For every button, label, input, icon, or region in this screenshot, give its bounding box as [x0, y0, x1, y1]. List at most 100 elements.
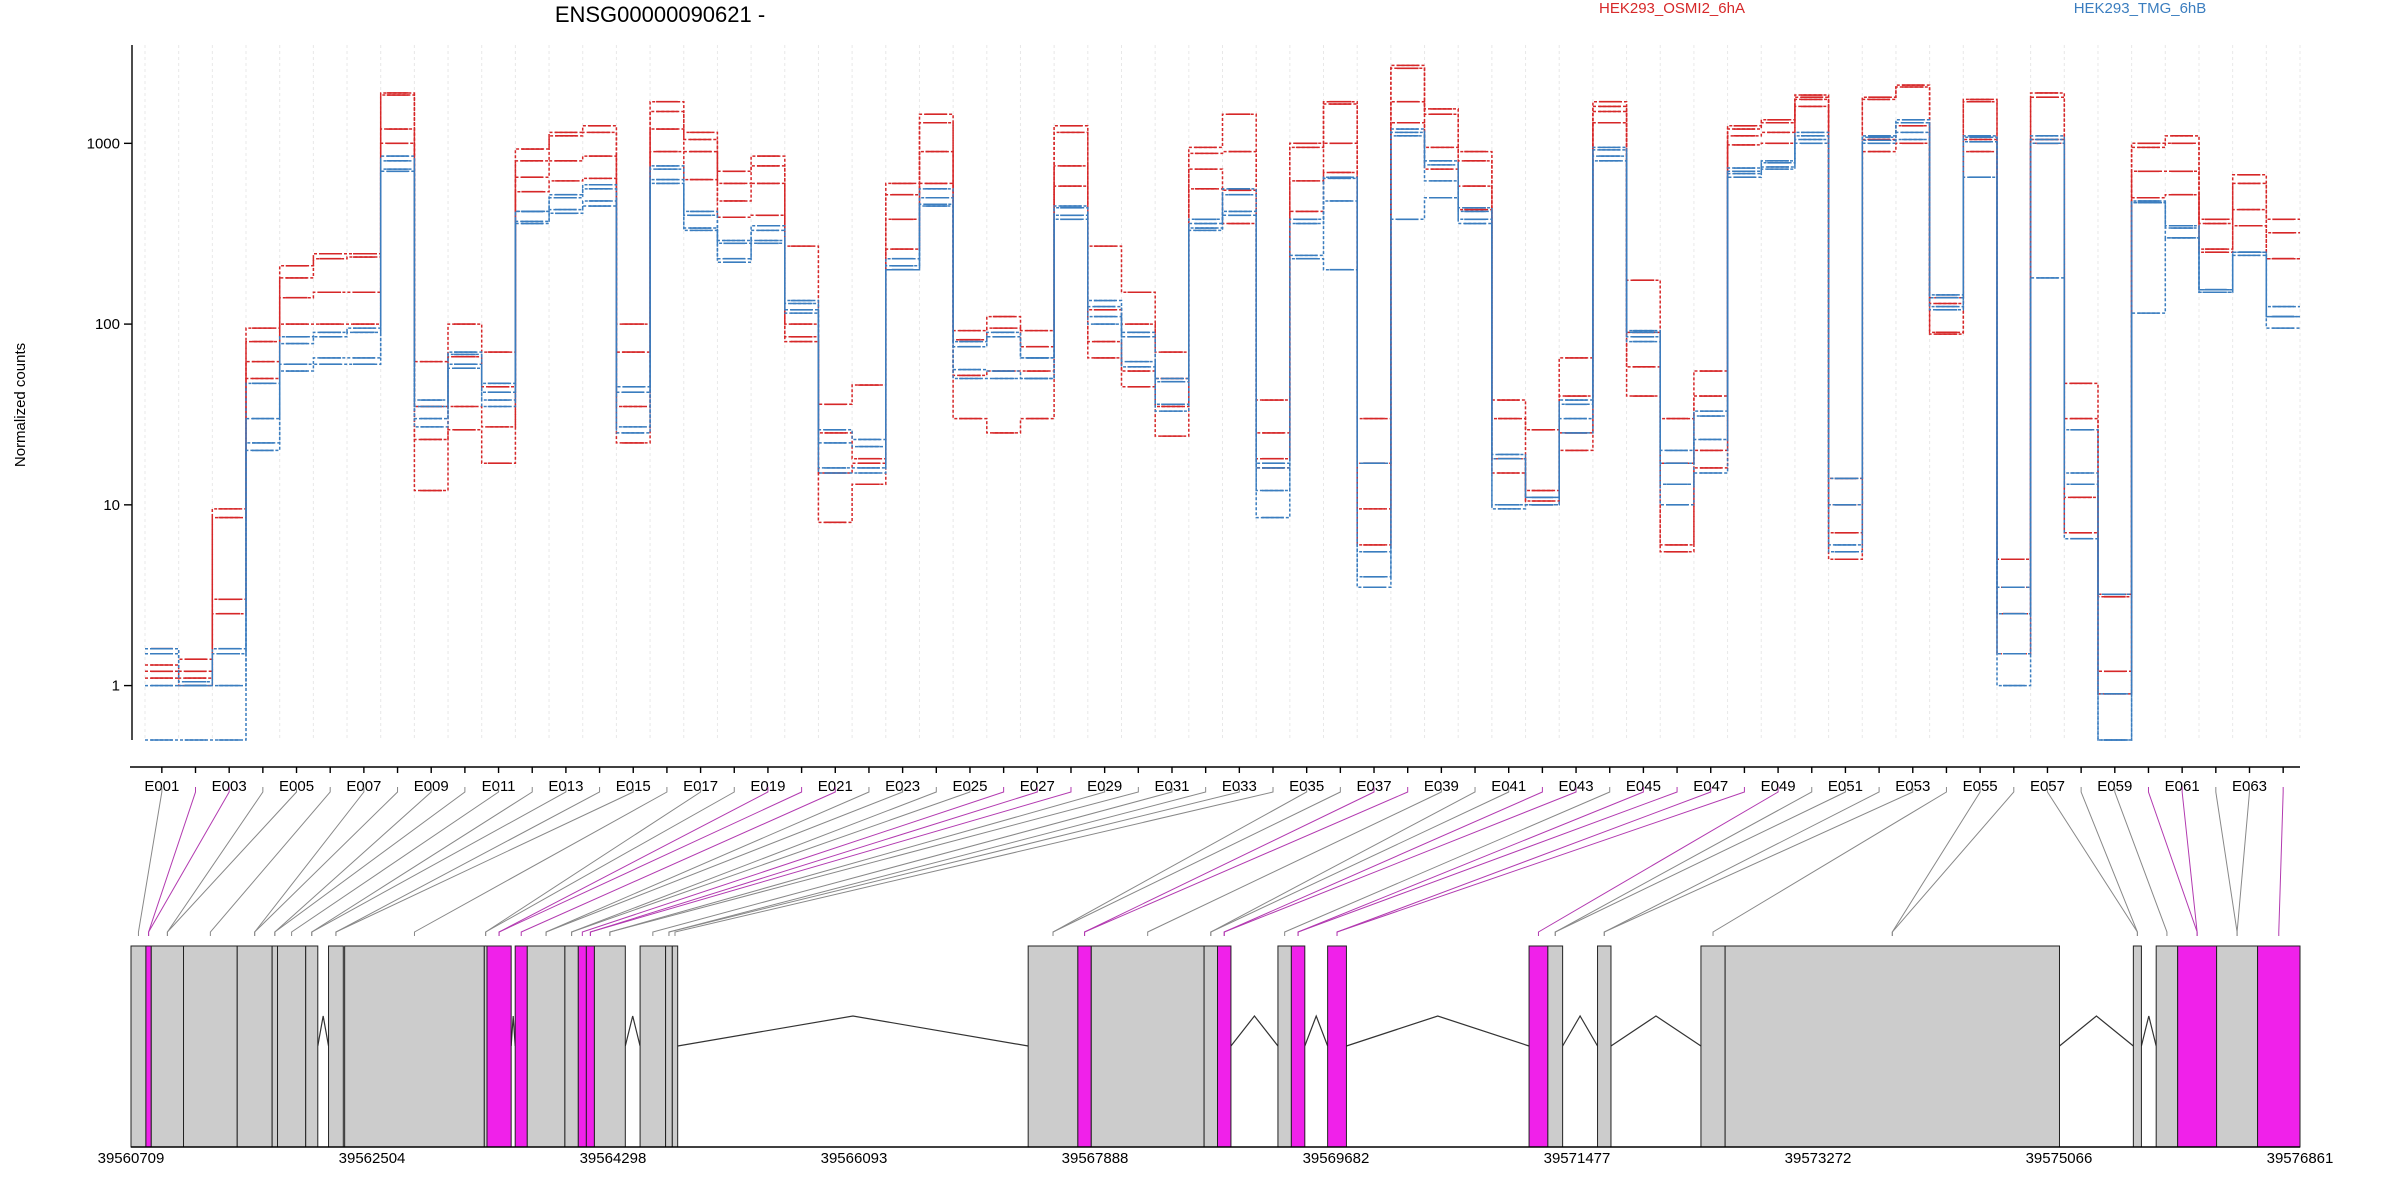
- legend-osmi2: HEK293_OSMI2_6hA: [1599, 0, 1745, 17]
- exon-connectors: [137, 787, 2284, 936]
- exon-block: [344, 945, 485, 1148]
- x-tick-label: E021: [818, 778, 853, 795]
- x-tick-label: E059: [2097, 778, 2132, 795]
- genomic-tick-label: 39569682: [1303, 1150, 1370, 1167]
- exon-connector: [545, 787, 904, 936]
- axes: 1 10 100 1000 E001 E003 E005 E007 E009 E011 E013 E0…: [87, 45, 2300, 795]
- intron-line: [510, 1015, 516, 1047]
- exon-block: [277, 945, 307, 1148]
- exon-connector: [1554, 787, 1846, 936]
- exon-connector: [668, 787, 1240, 936]
- exon-connector: [520, 787, 836, 936]
- exon-connector: [668, 787, 1207, 936]
- exon-block: [2155, 945, 2179, 1148]
- exon-block: [564, 945, 579, 1148]
- legend-tmg: HEK293_TMG_6hB: [2074, 0, 2207, 17]
- x-tick-label: E051: [1828, 778, 1863, 795]
- exon-connector: [609, 787, 1139, 936]
- exon-connector: [2080, 787, 2138, 936]
- x-tick-label: E047: [1693, 778, 1728, 795]
- exon-connector: [571, 787, 971, 936]
- intron-line: [2059, 1015, 2134, 1047]
- exon-connector: [1603, 787, 1914, 936]
- exon-block: [1700, 945, 1726, 1148]
- exon-connector: [166, 787, 264, 936]
- x-tick-label: E033: [1222, 778, 1257, 795]
- exon-block: [1547, 945, 1564, 1148]
- exon-connector: [1712, 787, 1947, 936]
- y-tick-label: 10: [103, 497, 120, 514]
- x-tick-label: E037: [1357, 778, 1392, 795]
- exon-block: [2132, 945, 2142, 1148]
- exon-block: [1203, 945, 1219, 1148]
- exon-block-differential: [2177, 945, 2218, 1148]
- intron-line: [677, 1015, 1029, 1047]
- x-tick-label: E001: [144, 778, 179, 795]
- exon-block: [1277, 945, 1292, 1148]
- genomic-tick-label: 39575066: [2026, 1150, 2093, 1167]
- x-tick-label: E053: [1895, 778, 1930, 795]
- exon-connector: [498, 787, 803, 936]
- x-tick-label: E023: [885, 778, 920, 795]
- series-line-6: [145, 131, 2300, 741]
- x-tick-label: E025: [952, 778, 987, 795]
- x-tick-label: E015: [616, 778, 651, 795]
- exon-connector: [148, 787, 230, 936]
- exon-connector: [1336, 787, 1745, 936]
- intron-line: [1610, 1015, 1702, 1047]
- exon-connector: [335, 787, 634, 936]
- exon-block: [671, 945, 679, 1148]
- x-tick-label: E013: [548, 778, 583, 795]
- intron-line: [624, 1015, 641, 1047]
- exon-block-differential: [1327, 945, 1347, 1148]
- x-tick-label: E027: [1020, 778, 1055, 795]
- x-tick-label: E045: [1626, 778, 1661, 795]
- x-tick-label: E061: [2165, 778, 2200, 795]
- exon-block: [328, 945, 344, 1148]
- x-tick-label: E039: [1424, 778, 1459, 795]
- x-tick-label: E035: [1289, 778, 1324, 795]
- exon-block-differential: [1528, 945, 1549, 1148]
- exon-connector: [1052, 787, 1341, 936]
- genomic-tick-label: 39573272: [1785, 1150, 1852, 1167]
- x-tick-label: E017: [683, 778, 718, 795]
- genomic-tick-label: 39562504: [339, 1150, 406, 1167]
- intron-line: [1346, 1015, 1530, 1047]
- y-tick-label: 100: [95, 316, 120, 333]
- series-line-7: [145, 138, 2300, 741]
- genomic-tick-label: 39567888: [1062, 1150, 1129, 1167]
- exon-block-differential: [145, 945, 152, 1148]
- x-tick-label: E041: [1491, 778, 1526, 795]
- x-tick-label: E019: [750, 778, 785, 795]
- exon-block: [130, 945, 147, 1148]
- exon-connector: [2181, 787, 2198, 936]
- genomic-tick-label: 39571477: [1544, 1150, 1611, 1167]
- exon-connector: [2046, 787, 2138, 936]
- genomic-tick-label: 39560709: [98, 1150, 165, 1167]
- exon-connector: [137, 787, 163, 936]
- exon-block: [1597, 945, 1612, 1148]
- genomic-tick-label: 39566093: [821, 1150, 888, 1167]
- exon-connector: [581, 787, 1005, 936]
- exon-connector: [1147, 787, 1442, 936]
- exon-block-differential: [514, 945, 528, 1148]
- intron-line: [1562, 1014, 1599, 1047]
- x-tick-label: E007: [346, 778, 381, 795]
- x-tick-label: E029: [1087, 778, 1122, 795]
- y-tick-label: 1: [112, 678, 120, 695]
- intron-line: [1304, 1014, 1329, 1047]
- x-tick-label: E063: [2232, 778, 2267, 795]
- exon-connector: [2236, 787, 2250, 936]
- x-tick-label: E003: [212, 778, 247, 795]
- genomic-tick-label: 39564298: [580, 1150, 647, 1167]
- exon-connector: [1537, 787, 1779, 936]
- x-tick-label: E031: [1154, 778, 1189, 795]
- exon-block: [665, 945, 673, 1148]
- intron-line: [1230, 1015, 1279, 1047]
- x-tick-label: E055: [1963, 778, 1998, 795]
- exon-connector: [274, 787, 432, 936]
- exon-connector: [413, 787, 668, 936]
- exon-block-differential: [2257, 945, 2301, 1148]
- x-tick-label: E005: [279, 778, 314, 795]
